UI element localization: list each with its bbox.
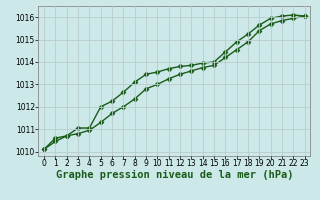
X-axis label: Graphe pression niveau de la mer (hPa): Graphe pression niveau de la mer (hPa) xyxy=(56,170,293,180)
